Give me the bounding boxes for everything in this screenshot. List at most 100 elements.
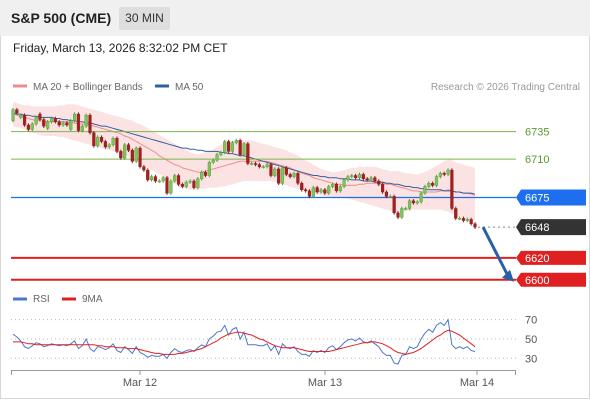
candle — [142, 166, 146, 171]
candle — [234, 140, 238, 143]
candle — [458, 218, 462, 220]
legend-swatch-ma20 — [13, 84, 27, 88]
candle — [19, 114, 23, 118]
candle — [246, 143, 250, 164]
candle — [38, 113, 42, 120]
x-tick-label: Mar 12 — [123, 377, 157, 389]
candle — [34, 117, 38, 125]
candle — [388, 196, 392, 198]
candle — [22, 114, 27, 126]
candle — [146, 169, 150, 181]
rsi-line — [12, 318, 476, 365]
candle — [277, 168, 281, 184]
candle — [53, 118, 57, 122]
candle — [273, 168, 277, 176]
candle — [96, 136, 100, 147]
candle — [226, 141, 231, 152]
candle — [404, 208, 408, 210]
candle — [292, 173, 296, 177]
candle — [419, 192, 423, 203]
timeframe-button[interactable]: 30 MIN — [119, 7, 170, 30]
forecast-arrow-shaft — [481, 226, 510, 277]
candle — [173, 175, 177, 182]
candle — [223, 141, 227, 153]
level-badge-6620 — [516, 250, 586, 265]
candle — [80, 125, 84, 131]
candle — [207, 162, 211, 176]
candle — [369, 177, 373, 181]
candle — [103, 141, 107, 148]
candle — [357, 174, 362, 178]
candle — [461, 218, 466, 221]
candle — [65, 122, 69, 126]
candle — [72, 113, 77, 121]
candle — [450, 169, 454, 209]
rsi-plot: 70 50 30 — [11, 315, 537, 365]
chart-header: S&P 500 (CME) 30 MIN — [0, 0, 590, 36]
candle — [315, 187, 319, 193]
rsi-tick-50: 50 — [525, 334, 537, 346]
candle — [180, 184, 184, 187]
candle — [307, 190, 312, 197]
candle — [354, 175, 358, 178]
level-label-6675: 6675 — [525, 192, 549, 204]
candle — [330, 184, 335, 187]
candle — [192, 180, 196, 188]
candle — [384, 191, 389, 197]
level-label-6600: 6600 — [525, 275, 549, 287]
copyright: Research © 2026 Trading Central — [431, 82, 580, 93]
candle — [57, 121, 61, 126]
candle — [130, 150, 134, 162]
candle — [304, 189, 308, 192]
candle — [284, 167, 288, 175]
candle — [253, 163, 258, 165]
candle — [242, 143, 246, 155]
candle — [407, 200, 412, 209]
candle — [169, 180, 173, 194]
level-label-6620: 6620 — [525, 253, 549, 265]
candle — [431, 183, 435, 186]
candle — [334, 184, 338, 192]
candle — [88, 114, 92, 133]
x-tick-label: Mar 13 — [308, 377, 342, 389]
candle — [381, 184, 385, 193]
candle — [469, 219, 473, 225]
candle — [238, 140, 242, 155]
candle — [188, 180, 192, 183]
candle — [149, 176, 154, 181]
candle — [165, 177, 169, 194]
candle — [84, 114, 88, 127]
candle — [111, 138, 115, 146]
candle — [49, 118, 54, 122]
candle — [99, 136, 104, 142]
candle — [15, 109, 19, 114]
candle — [346, 176, 350, 181]
candle — [161, 177, 165, 182]
candle — [200, 172, 204, 180]
rsi-tick-70: 70 — [525, 315, 537, 327]
candle — [365, 178, 369, 181]
candle — [319, 189, 323, 193]
level-label-6710: 6710 — [525, 154, 549, 166]
candle — [230, 142, 235, 152]
rsi-tick-30: 30 — [525, 353, 537, 365]
candle — [184, 181, 188, 187]
candle — [119, 151, 123, 159]
candle — [296, 173, 300, 184]
x-tick-label: Mar 14 — [460, 377, 494, 389]
level-badge-6600 — [516, 272, 586, 287]
level-badge-6675 — [516, 189, 586, 206]
candle — [350, 175, 354, 177]
candle — [442, 173, 446, 175]
level-label-6648: 6648 — [525, 222, 549, 234]
candle — [76, 113, 81, 131]
legend-label-rsi: RSI — [33, 294, 50, 305]
candle — [377, 180, 381, 185]
candle — [338, 186, 342, 192]
candle — [115, 138, 119, 152]
candle — [257, 164, 261, 167]
candle — [327, 186, 331, 194]
candle — [176, 175, 181, 185]
candle — [423, 186, 427, 194]
legend-swatch-9ma — [62, 297, 76, 301]
